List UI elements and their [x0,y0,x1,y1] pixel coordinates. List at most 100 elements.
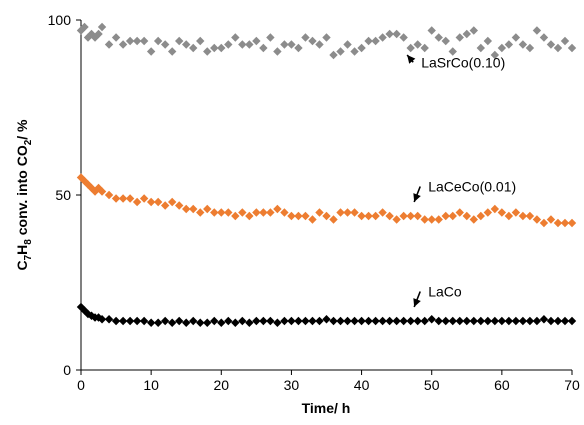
data-point [483,36,493,46]
data-point [301,316,310,326]
data-point [280,40,289,49]
y-tick-label: 0 [63,362,71,378]
data-point [560,36,570,46]
data-point [399,211,408,221]
data-point [329,215,338,224]
data-point [167,318,177,327]
data-point [518,316,528,326]
data-point [448,316,457,326]
data-point [153,36,163,46]
data-point [111,316,121,326]
data-point [343,40,352,49]
data-point [504,316,514,326]
data-point [434,215,443,224]
data-point [153,197,163,207]
series-1 [76,173,577,228]
data-point [83,33,93,42]
data-point [104,315,114,324]
data-point [357,43,366,53]
arrowhead-icon [413,298,421,307]
data-point [287,211,296,221]
data-point [455,33,464,42]
data-point [378,208,387,217]
data-point [385,29,394,39]
series-label: LaCo [428,284,462,300]
data-point [469,316,478,326]
data-point [518,211,528,221]
data-point [160,201,170,210]
data-point [378,316,387,326]
data-point [224,40,233,49]
y-title-sub-a: 7 [23,254,34,260]
data-point [497,43,507,53]
data-point [476,316,486,326]
data-point [231,211,240,221]
data-point [118,40,128,49]
data-point [483,316,493,326]
data-point [238,40,247,49]
y-title-part-c: conv. into CO [14,145,30,239]
data-point [532,316,542,326]
data-point [469,215,478,224]
data-point [132,316,142,326]
data-point [448,211,457,221]
data-point [160,316,170,326]
data-point [322,211,331,221]
x-tick-label: 40 [354,377,370,393]
data-point [125,36,135,46]
data-point [273,318,282,327]
data-point [532,26,542,35]
data-point [511,316,521,326]
data-point [238,208,247,217]
data-point [210,316,219,326]
data-point [546,40,556,49]
data-point [350,208,359,217]
data-point [308,215,317,224]
data-point [525,43,535,53]
data-point [111,33,121,42]
y-title-part-a: C [14,260,30,270]
data-point [203,318,212,327]
data-point [217,208,226,217]
data-point [224,208,233,217]
data-point [189,43,198,53]
data-point [167,197,177,207]
data-point [371,211,380,221]
x-tick-label: 50 [424,377,440,393]
data-point [490,316,500,326]
data-point [567,43,577,53]
y-axis-title: C7H8 conv. into CO2/ % [14,119,34,271]
data-point [182,40,191,49]
data-point [308,36,317,46]
data-point [266,33,275,42]
data-point [462,29,471,39]
data-point [406,316,415,326]
x-tick-label: 10 [143,377,159,393]
data-point [525,211,535,221]
data-point [315,40,324,49]
data-point [175,36,184,46]
data-point [364,211,373,221]
plot-area: 0 10 20 30 40 50 60 70 0 50 100 LaSrCo(0.10) LaCeC… [48,12,580,393]
data-point [104,40,114,49]
data-point [167,47,177,56]
x-tick-label: 30 [284,377,300,393]
data-point [364,316,373,326]
data-point [322,33,331,42]
data-point [132,197,142,207]
data-point [210,43,219,53]
data-point [273,47,282,56]
data-point [385,211,394,221]
data-point [160,40,170,49]
data-point [308,316,317,326]
data-point [497,208,507,217]
x-tick-label: 20 [213,377,229,393]
data-point [329,50,338,60]
y-title-sub-b: 8 [23,239,34,245]
data-point [343,208,352,217]
data-point [175,201,184,210]
data-point [196,208,205,217]
data-point [196,36,205,46]
data-point [385,316,394,326]
data-point [539,218,549,228]
